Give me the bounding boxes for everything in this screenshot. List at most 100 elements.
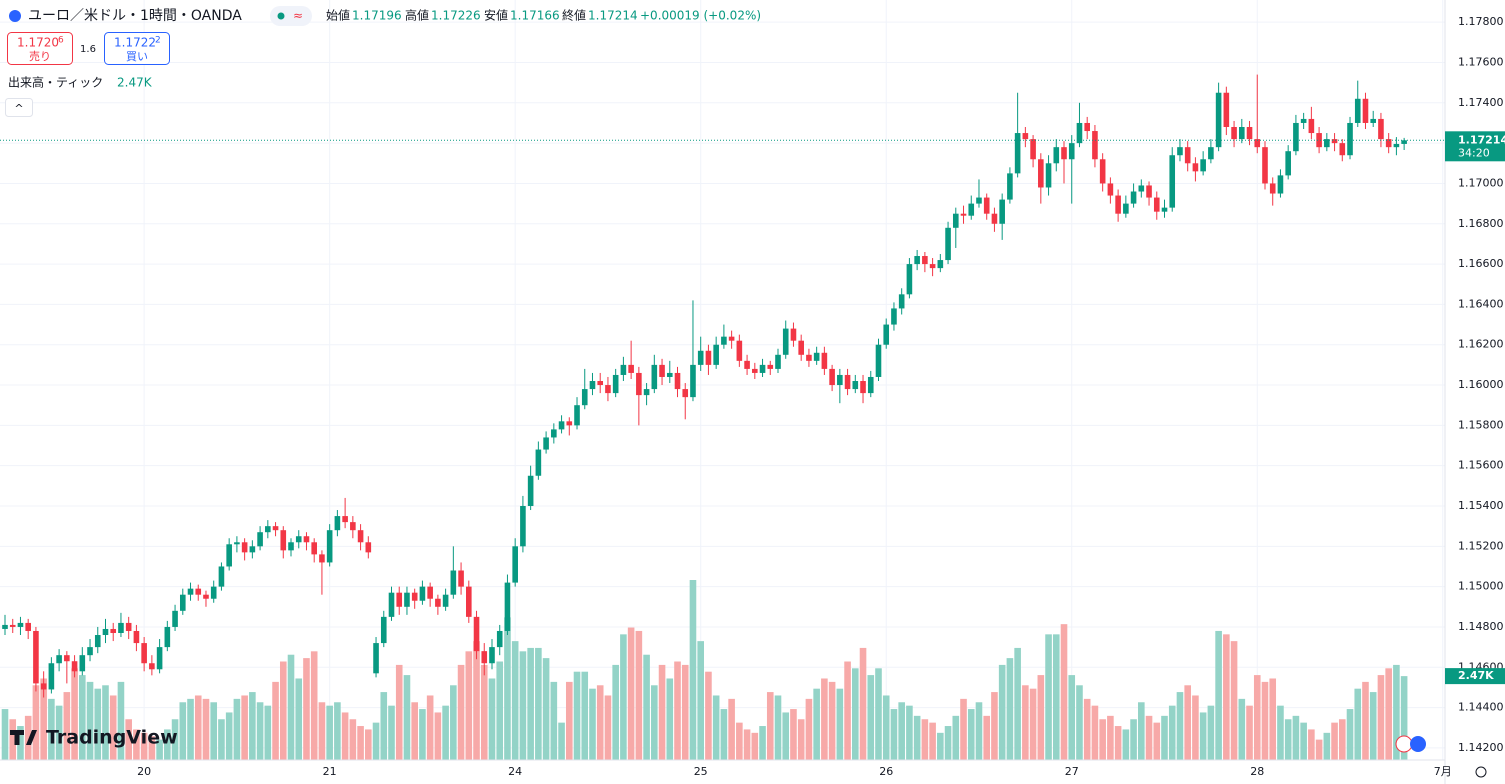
- candle-body: [1184, 147, 1191, 164]
- volume-bar: [620, 634, 627, 760]
- volume-bar: [1068, 675, 1076, 760]
- y-tick-label: 1.16600: [1458, 257, 1504, 270]
- candle-body: [311, 542, 317, 555]
- sell-button[interactable]: [7, 32, 73, 65]
- volume-bar: [17, 726, 24, 760]
- candle-body: [1246, 127, 1253, 140]
- candle-body: [241, 542, 248, 553]
- candle-body: [527, 475, 534, 506]
- candle-body: [589, 381, 596, 390]
- volume-bar: [1215, 630, 1222, 760]
- y-tick-label: 1.15600: [1458, 459, 1504, 472]
- candle-body: [210, 586, 217, 599]
- candle-body: [651, 364, 658, 390]
- candle-body: [102, 628, 109, 636]
- volume-bar: [944, 726, 952, 760]
- volume-bar: [736, 722, 743, 760]
- event-icon[interactable]: [1410, 736, 1426, 752]
- volume-bar: [1354, 688, 1362, 760]
- y-tick-label: 1.14800: [1458, 620, 1504, 633]
- x-tick-label: 27: [1065, 765, 1079, 778]
- volume-pane: [1, 580, 1408, 760]
- candle-body: [1223, 92, 1230, 128]
- candle-body: [581, 389, 588, 406]
- candle-body: [1339, 143, 1346, 156]
- volume-bar: [1145, 715, 1153, 760]
- volume-bar: [148, 736, 156, 760]
- candle-body: [334, 516, 341, 531]
- candle-body: [48, 663, 55, 690]
- volume-bar: [805, 698, 813, 760]
- volume-bar: [1168, 705, 1176, 760]
- candle-body: [574, 405, 580, 426]
- candle-body: [1177, 147, 1183, 156]
- y-tick-label: 1.17600: [1458, 55, 1504, 68]
- volume-bar: [1014, 647, 1021, 760]
- candle-body: [1285, 151, 1291, 176]
- y-tick-label: 1.16400: [1458, 297, 1504, 310]
- spread: 1.6: [80, 44, 96, 55]
- volume-bar: [1083, 698, 1091, 760]
- candle-body: [736, 340, 743, 361]
- volume-axis-label: 2.47K: [1458, 669, 1494, 682]
- volume-bar: [759, 726, 766, 760]
- candle-body: [249, 546, 256, 553]
- candle-body: [380, 616, 387, 644]
- volume-bar: [1284, 719, 1292, 760]
- y-tick-label: 1.16200: [1458, 338, 1504, 351]
- volume-bar: [1269, 678, 1277, 760]
- volume-bar: [473, 641, 480, 760]
- candle-body: [1092, 131, 1098, 160]
- candle-body: [914, 256, 920, 265]
- candle-body: [612, 374, 619, 394]
- candle-body: [922, 256, 928, 265]
- status-dot: [277, 12, 285, 20]
- x-tick-label: 7月: [1434, 765, 1452, 778]
- settings-icon[interactable]: [1475, 766, 1487, 778]
- volume-bar: [1393, 664, 1400, 760]
- sell-label: 売り: [29, 50, 51, 63]
- volume-bar: [751, 732, 759, 760]
- volume-bar: [875, 668, 882, 760]
- volume-bar: [210, 702, 218, 760]
- collapse-button[interactable]: [5, 98, 33, 117]
- y-tick-label: 1.17800: [1458, 15, 1504, 28]
- volume-bar: [1122, 729, 1130, 760]
- volume-bar: [1207, 705, 1215, 760]
- candle-body: [280, 530, 287, 551]
- volume-bar: [1006, 658, 1014, 760]
- y-tick-label: 1.15000: [1458, 580, 1504, 593]
- candle-body: [326, 530, 333, 563]
- candle-body: [172, 610, 178, 627]
- candle-body: [906, 264, 913, 295]
- candle-body: [411, 592, 418, 601]
- volume-bar: [882, 695, 890, 760]
- y-tick-label: 1.14200: [1458, 741, 1504, 754]
- volume-bar: [1037, 675, 1045, 760]
- volume-bar: [1300, 722, 1307, 760]
- candle-body: [1200, 159, 1206, 172]
- indicator-pill[interactable]: [270, 6, 312, 26]
- candle-body: [945, 227, 951, 261]
- event-icon[interactable]: [1395, 735, 1413, 753]
- candle-body: [1076, 122, 1083, 144]
- volume-bar: [975, 702, 983, 760]
- x-tick-label: 26: [879, 765, 893, 778]
- candle-body: [798, 340, 804, 355]
- candle-body: [1138, 185, 1145, 192]
- current-price-label: 1.17214: [1458, 133, 1505, 146]
- volume-bar: [287, 654, 295, 760]
- candle-body: [1300, 118, 1307, 123]
- volume-bar: [1192, 695, 1199, 760]
- buy-button[interactable]: [104, 32, 170, 65]
- candle-body: [419, 586, 426, 601]
- volume-bar: [1369, 692, 1377, 760]
- candle-body: [1061, 147, 1067, 160]
- candle-body: [1277, 175, 1284, 194]
- candle-body: [605, 385, 611, 394]
- candle-body: [744, 360, 750, 369]
- buy-pip: 2: [155, 36, 161, 46]
- candle-body: [713, 344, 719, 365]
- volume-bar: [596, 685, 604, 760]
- symbol-title[interactable]: ユーロ／米ドル・1時間・OANDA: [28, 8, 242, 24]
